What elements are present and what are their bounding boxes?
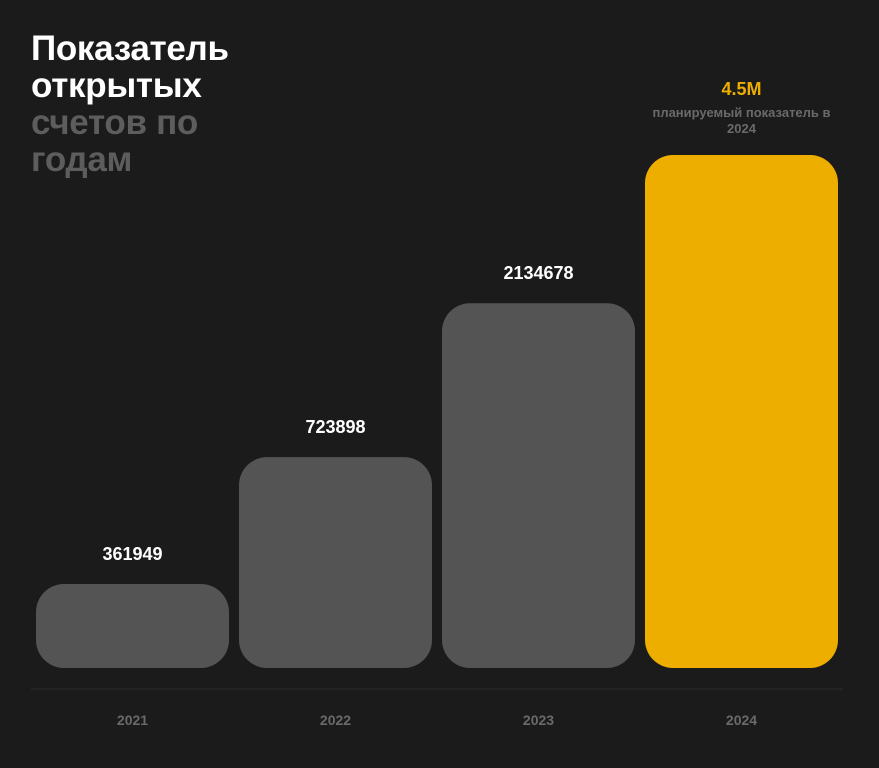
annotation-line-1: планируемый показатель в bbox=[652, 105, 830, 120]
x-tick-2023: 2023 bbox=[523, 712, 554, 728]
bar-2024 bbox=[645, 155, 838, 668]
x-tick-labels-group: 2021 2022 2023 2024 bbox=[117, 712, 757, 728]
bar-2021 bbox=[36, 584, 229, 668]
value-label-2024: 4.5M bbox=[721, 79, 761, 99]
x-tick-2021: 2021 bbox=[117, 712, 148, 728]
annotation-line-2: 2024 bbox=[727, 121, 757, 136]
title-line-2: открытых bbox=[31, 66, 202, 105]
bar-2023 bbox=[442, 303, 635, 668]
value-label-2021: 361949 bbox=[102, 544, 162, 564]
x-tick-2022: 2022 bbox=[320, 712, 351, 728]
title-line-1: Показатель bbox=[31, 29, 229, 68]
bar-2022 bbox=[239, 457, 432, 668]
value-label-2022: 723898 bbox=[305, 417, 365, 437]
value-labels-group: 361949 723898 2134678 4.5M планируемый показ… bbox=[102, 79, 830, 564]
chart-title: Показатель открытых счетов по годам bbox=[31, 30, 451, 178]
title-line-4: годам bbox=[31, 140, 133, 179]
x-tick-2024: 2024 bbox=[726, 712, 757, 728]
bars-group bbox=[36, 155, 838, 668]
value-label-2023: 2134678 bbox=[503, 263, 573, 283]
title-line-3: счетов по bbox=[31, 103, 199, 142]
